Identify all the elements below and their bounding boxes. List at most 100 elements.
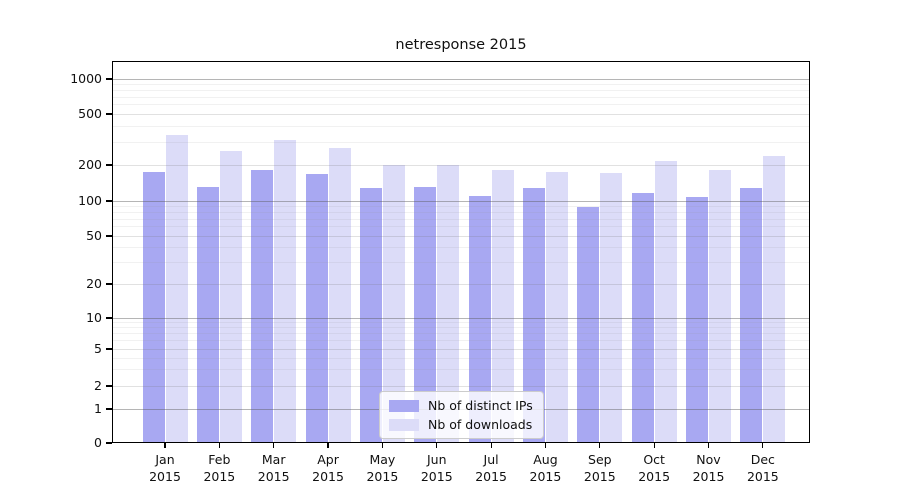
x-tick-month: Jan (155, 452, 175, 467)
x-tick-month: Aug (533, 452, 558, 467)
y-tick-5 (106, 348, 112, 350)
gridline-60 (112, 226, 810, 228)
x-tick-year: 2015 (257, 468, 290, 484)
y-tick-20 (106, 283, 112, 285)
bar-distinct-ips-nov (686, 197, 708, 443)
x-tick-feb (218, 443, 220, 448)
y-tick-label-200: 200 (78, 157, 102, 172)
y-tick-label-100: 100 (78, 193, 102, 208)
gridline-700 (112, 96, 810, 98)
x-tick-jul (490, 443, 492, 448)
gridline-4 (112, 357, 810, 359)
y-tick-100 (106, 200, 112, 202)
x-tick-month: Sep (588, 452, 612, 467)
y-tick-500 (106, 113, 112, 115)
bar-downloads-apr (328, 147, 351, 443)
x-tick-label-jan: Jan 2015 (133, 452, 197, 485)
gridline-80 (112, 211, 810, 213)
gridline-30 (112, 262, 810, 264)
bar-distinct-ips-dec (740, 188, 763, 443)
bar-downloads-jul (491, 170, 514, 443)
bar-distinct-ips-jul (468, 195, 491, 443)
x-tick-nov (707, 443, 710, 448)
y-tick-label-5: 5 (94, 341, 102, 356)
x-tick-label-mar: Mar 2015 (242, 452, 306, 485)
y-tick-label-20: 20 (86, 276, 102, 291)
gridline-500 (112, 113, 810, 115)
x-tick-mar (273, 443, 275, 448)
bar-distinct-ips-jan (142, 171, 165, 443)
bar-distinct-ips-jun (414, 187, 437, 443)
gridline-9 (112, 322, 810, 324)
gridline-70 (112, 218, 810, 220)
x-tick-year: 2015 (312, 468, 344, 484)
x-tick-jun (436, 443, 438, 448)
gridline-8 (112, 327, 810, 329)
gridline-40 (112, 247, 810, 249)
x-tick-label-dec: Dec 2015 (731, 452, 795, 485)
y-tick-50 (106, 235, 112, 237)
x-tick-label-nov: Nov 2015 (677, 452, 741, 485)
gridline-200 (112, 164, 810, 166)
bar-downloads-feb (219, 151, 242, 443)
x-tick-label-jun: Jun 2015 (405, 452, 469, 485)
x-tick-month: Jul (483, 452, 499, 467)
x-tick-month: May (369, 452, 396, 467)
bar-distinct-ips-aug (522, 188, 545, 443)
x-tick-month: Feb (208, 452, 231, 467)
bar-downloads-oct (654, 160, 677, 443)
x-tick-may (381, 443, 383, 448)
x-tick-month: Nov (696, 452, 721, 467)
legend-swatch-distinct-ips (389, 399, 419, 412)
y-tick-label-0: 0 (94, 435, 102, 450)
gridline-1000 (112, 78, 810, 80)
x-tick-oct (653, 443, 655, 448)
x-tick-month: Oct (643, 452, 665, 467)
x-tick-label-may: May 2015 (350, 452, 414, 485)
y-tick-1 (106, 408, 112, 410)
gridline-90 (112, 205, 810, 207)
x-tick-month: Jun (426, 452, 447, 467)
y-tick-label-2: 2 (94, 378, 102, 393)
x-tick-label-feb: Feb 2015 (187, 452, 251, 485)
bar-downloads-jan (165, 134, 188, 443)
y-tick-label-1: 1 (94, 401, 102, 416)
bar-distinct-ips-mar (251, 169, 274, 443)
bar-distinct-ips-apr (305, 174, 328, 443)
bar-downloads-jun (437, 165, 460, 443)
x-tick-jan (164, 443, 166, 448)
x-tick-label-sep: Sep 2015 (568, 452, 632, 485)
legend-item-distinct-ips: Nb of distinct IPs (389, 398, 533, 413)
x-tick-label-jul: Jul 2015 (459, 452, 523, 485)
x-tick-dec (762, 443, 764, 448)
gridline-2 (112, 385, 810, 387)
x-tick-apr (327, 443, 329, 448)
legend-item-downloads: Nb of downloads (389, 417, 533, 432)
y-tick-1000 (106, 78, 112, 80)
bar-downloads-dec (763, 155, 786, 443)
x-tick-label-apr: Apr 2015 (296, 452, 360, 485)
gridline-400 (112, 125, 810, 127)
y-tick-label-10: 10 (86, 310, 102, 325)
x-tick-year: 2015 (583, 468, 616, 484)
x-tick-label-aug: Aug 2015 (513, 452, 577, 485)
bar-downloads-nov (709, 170, 731, 443)
bar-downloads-may (382, 165, 405, 443)
y-tick-0 (106, 442, 112, 444)
x-tick-sep (599, 443, 601, 448)
bar-downloads-mar (274, 139, 297, 443)
x-tick-year: 2015 (420, 468, 453, 484)
x-tick-month: Mar (261, 452, 286, 467)
y-tick-2 (106, 385, 112, 387)
x-tick-month: Dec (750, 452, 775, 467)
bar-distinct-ips-oct (631, 192, 654, 443)
y-tick-10 (106, 317, 112, 319)
bar-distinct-ips-sep (577, 207, 600, 443)
gridline-50 (112, 235, 810, 237)
gridline-10 (112, 317, 810, 319)
x-tick-year: 2015 (203, 468, 236, 484)
x-tick-year: 2015 (366, 468, 399, 484)
y-tick-label-500: 500 (78, 106, 102, 121)
legend-label-downloads: Nb of downloads (428, 417, 533, 432)
x-tick-month: Apr (317, 452, 339, 467)
